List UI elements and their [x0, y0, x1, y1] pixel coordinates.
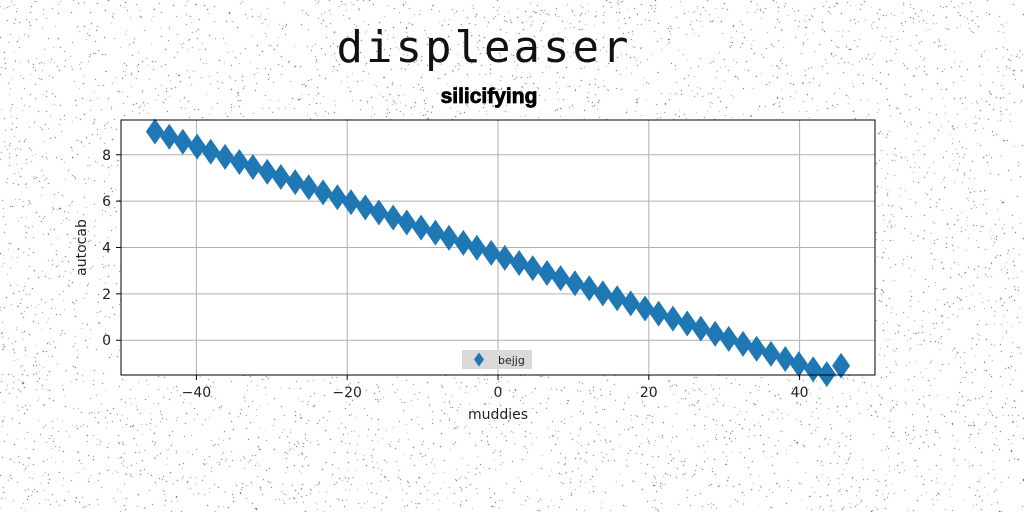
data-point: [173, 128, 192, 155]
y-tick-label: 6: [102, 194, 111, 210]
data-point: [636, 295, 655, 322]
data-points: [145, 118, 851, 388]
data-point: [580, 275, 599, 302]
data-point: [454, 229, 473, 256]
data-point: [356, 194, 375, 221]
x-tick-label: −40: [182, 385, 212, 401]
data-point: [734, 330, 753, 357]
data-point: [328, 184, 347, 211]
data-point: [299, 174, 318, 201]
data-point: [243, 154, 262, 181]
data-point: [706, 320, 725, 347]
data-point: [789, 351, 808, 378]
data-point: [495, 244, 514, 271]
y-tick-label: 2: [102, 287, 111, 303]
x-tick-label: −20: [332, 385, 362, 401]
data-point: [719, 325, 738, 352]
data-point: [593, 280, 612, 307]
data-point: [384, 204, 403, 231]
data-point: [817, 361, 836, 388]
data-point: [649, 300, 668, 327]
data-point: [412, 214, 431, 241]
data-point: [188, 133, 207, 160]
x-tick-label: 40: [791, 385, 809, 401]
legend-label: bejjg: [498, 354, 525, 367]
data-point: [201, 138, 220, 165]
data-point: [551, 265, 570, 292]
data-point: [341, 189, 360, 216]
data-point: [538, 260, 557, 286]
data-point: [608, 285, 627, 312]
legend: bejjg: [462, 350, 532, 369]
data-point: [286, 169, 305, 196]
y-tick-label: 0: [102, 333, 111, 349]
x-tick-label: 0: [494, 385, 503, 401]
data-point: [271, 164, 290, 191]
data-point: [678, 310, 697, 337]
data-point: [747, 335, 766, 362]
data-point: [369, 199, 388, 226]
data-point: [230, 148, 249, 175]
data-point: [426, 219, 445, 246]
data-point: [482, 239, 501, 266]
data-point: [832, 352, 851, 379]
data-point: [523, 255, 542, 282]
axis-ticks: −40 −20 0 20 40 0 2 4 6 8: [102, 148, 808, 401]
data-point: [565, 270, 584, 297]
x-axis-label: muddies: [468, 407, 528, 423]
page-title: displeaser: [336, 22, 632, 73]
data-point: [776, 346, 795, 373]
data-point: [314, 179, 333, 206]
data-point: [439, 224, 458, 251]
data-point: [621, 290, 640, 317]
data-point: [804, 356, 823, 383]
data-point: [691, 315, 710, 342]
data-point: [761, 340, 780, 367]
data-point: [663, 305, 682, 332]
y-axis-label: autocab: [74, 219, 90, 276]
y-tick-label: 8: [102, 148, 111, 164]
data-point: [258, 158, 277, 185]
data-point: [467, 234, 486, 261]
data-point: [160, 123, 179, 150]
data-point: [145, 118, 164, 145]
x-tick-label: 20: [640, 385, 658, 401]
y-tick-label: 4: [102, 241, 111, 257]
data-point: [510, 250, 529, 277]
data-point: [216, 143, 235, 170]
legend-marker-diamond: [474, 352, 484, 367]
data-point: [397, 209, 416, 236]
chart-subtitle: silicifying: [440, 85, 538, 109]
